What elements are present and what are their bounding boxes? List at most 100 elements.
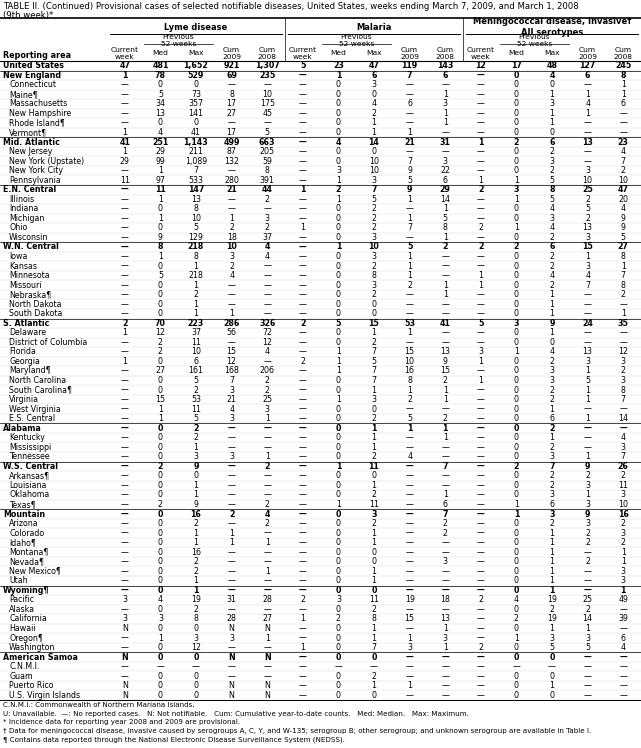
Text: 0: 0 <box>336 652 341 661</box>
Text: 10: 10 <box>191 347 201 356</box>
Text: 13: 13 <box>155 109 165 118</box>
Text: 2: 2 <box>265 194 270 203</box>
Text: —: — <box>584 309 592 318</box>
Text: —: — <box>228 338 235 347</box>
Text: 15: 15 <box>369 319 379 328</box>
Text: 8: 8 <box>194 614 199 623</box>
Text: 0: 0 <box>514 395 519 404</box>
Text: —: — <box>441 309 449 318</box>
Text: —: — <box>299 280 307 289</box>
Text: 28: 28 <box>262 595 272 604</box>
Text: 7: 7 <box>372 367 376 375</box>
Text: 13: 13 <box>440 614 450 623</box>
Text: 25: 25 <box>262 395 272 404</box>
Text: —: — <box>192 662 200 671</box>
Text: 235: 235 <box>259 71 276 80</box>
Text: 0: 0 <box>158 643 163 652</box>
Text: —: — <box>477 481 485 490</box>
Text: —: — <box>299 471 307 480</box>
Text: 6: 6 <box>620 99 626 108</box>
Text: 2: 2 <box>194 605 199 614</box>
Text: 1: 1 <box>407 252 412 261</box>
Text: 3: 3 <box>549 491 554 500</box>
Text: —: — <box>477 262 485 271</box>
Text: 2: 2 <box>442 242 448 251</box>
Text: —: — <box>263 423 271 432</box>
Text: Texas¶: Texas¶ <box>9 500 36 509</box>
Text: —: — <box>441 586 449 595</box>
Text: 13: 13 <box>583 347 592 356</box>
Text: —: — <box>299 414 307 423</box>
Text: 0: 0 <box>158 471 163 480</box>
Text: 4: 4 <box>372 99 376 108</box>
Text: —: — <box>406 204 413 213</box>
Text: —: — <box>299 233 307 242</box>
Text: 2: 2 <box>194 385 199 394</box>
Text: 3: 3 <box>443 634 447 643</box>
Text: —: — <box>228 300 235 309</box>
Text: 10: 10 <box>369 156 379 165</box>
Text: —: — <box>299 328 307 337</box>
Text: —: — <box>228 481 235 490</box>
Text: —: — <box>406 652 413 661</box>
Text: —: — <box>477 624 485 633</box>
Text: 3: 3 <box>229 385 234 394</box>
Text: —: — <box>477 99 485 108</box>
Text: New Jersey: New Jersey <box>9 147 53 156</box>
Text: Montana¶: Montana¶ <box>9 548 48 557</box>
Text: —: — <box>121 262 129 271</box>
Text: Georgia: Georgia <box>9 357 40 366</box>
Text: 218: 218 <box>188 271 203 280</box>
Text: 2: 2 <box>158 500 163 509</box>
Text: —: — <box>156 662 164 671</box>
Text: —: — <box>477 156 485 165</box>
Text: 1: 1 <box>514 634 519 643</box>
Text: 2: 2 <box>265 385 270 394</box>
Text: 0: 0 <box>158 690 163 699</box>
Text: 18: 18 <box>440 595 450 604</box>
Text: 1: 1 <box>336 176 341 185</box>
Text: —: — <box>121 519 129 528</box>
Text: Current
week: Current week <box>111 46 139 60</box>
Text: U: Unavailable.  —: No reported cases.   N: Not notifiable.   Cum: Cumulative ye: U: Unavailable. —: No reported cases. N:… <box>3 711 469 717</box>
Text: 5: 5 <box>194 224 199 233</box>
Text: 0: 0 <box>336 309 341 318</box>
Text: 8: 8 <box>372 614 376 623</box>
Text: —: — <box>121 109 129 118</box>
Text: 2: 2 <box>372 414 376 423</box>
Text: 1: 1 <box>158 252 163 261</box>
Text: 1: 1 <box>514 347 519 356</box>
Text: 4: 4 <box>620 433 626 442</box>
Text: Tennessee: Tennessee <box>9 453 49 462</box>
Text: 2: 2 <box>407 280 412 289</box>
Text: —: — <box>121 385 129 394</box>
Text: Illinois: Illinois <box>9 194 34 203</box>
Text: —: — <box>441 672 449 681</box>
Text: 8: 8 <box>549 186 554 194</box>
Text: 0: 0 <box>158 118 163 127</box>
Text: 3: 3 <box>585 262 590 271</box>
Text: —: — <box>299 462 306 470</box>
Text: Idaho¶: Idaho¶ <box>9 538 36 547</box>
Text: —: — <box>584 290 592 299</box>
Text: Mid. Atlantic: Mid. Atlantic <box>3 138 60 147</box>
Text: New England: New England <box>3 71 61 80</box>
Text: —: — <box>477 290 485 299</box>
Text: —: — <box>263 491 271 500</box>
Text: 0: 0 <box>158 262 163 271</box>
Text: 0: 0 <box>336 128 341 137</box>
Text: 1: 1 <box>514 224 519 233</box>
Text: 1: 1 <box>443 290 447 299</box>
Text: 1: 1 <box>443 433 447 442</box>
Text: 5: 5 <box>407 242 412 251</box>
Text: 3: 3 <box>549 453 554 462</box>
Text: 6: 6 <box>443 176 447 185</box>
Text: 0: 0 <box>336 509 341 518</box>
Text: 0: 0 <box>372 690 376 699</box>
Text: 286: 286 <box>224 319 240 328</box>
Text: 0: 0 <box>336 109 341 118</box>
Text: 0: 0 <box>336 557 341 566</box>
Text: 0: 0 <box>158 433 163 442</box>
Text: N: N <box>264 681 270 690</box>
Text: 1: 1 <box>549 433 554 442</box>
